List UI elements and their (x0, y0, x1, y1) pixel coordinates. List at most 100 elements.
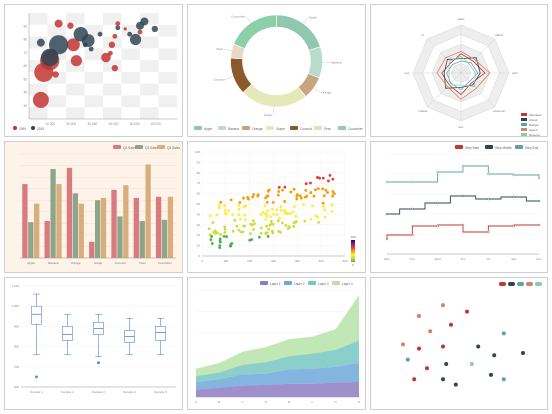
scatter-point[interactable] (225, 235, 229, 239)
bubble-point[interactable] (67, 22, 74, 29)
scatter-point[interactable] (276, 193, 280, 197)
graph-node[interactable] (425, 366, 429, 371)
scatter-point[interactable] (311, 204, 314, 208)
scatter-point[interactable] (300, 196, 303, 200)
radar-series-polygon[interactable] (446, 60, 479, 91)
scatter-point[interactable] (265, 195, 269, 198)
bar[interactable] (72, 193, 79, 258)
radar-series-polygon[interactable] (443, 57, 481, 89)
step-point[interactable] (512, 195, 515, 199)
scatter-point[interactable] (283, 185, 287, 189)
scatter-point[interactable] (207, 227, 211, 231)
graph-node[interactable] (492, 353, 497, 358)
graph-node[interactable] (489, 372, 493, 377)
scatter-point[interactable] (252, 228, 255, 231)
bar[interactable] (111, 189, 117, 258)
donut-slice[interactable] (276, 14, 321, 51)
area-layer[interactable] (196, 295, 359, 377)
scatter-point[interactable] (223, 204, 227, 207)
graph-node[interactable] (501, 377, 506, 382)
scatter-point[interactable] (279, 205, 283, 209)
scatter-point[interactable] (277, 185, 281, 189)
graph-node[interactable] (412, 377, 417, 382)
scatter-point[interactable] (277, 230, 281, 233)
scatter-point[interactable] (283, 208, 287, 212)
graph-node[interactable] (428, 329, 433, 334)
bubble-point[interactable] (32, 91, 49, 108)
scatter-point[interactable] (261, 210, 265, 214)
scatter-point[interactable] (281, 188, 284, 192)
scatter-point[interactable] (292, 187, 296, 191)
bar[interactable] (66, 167, 73, 258)
step-point[interactable] (411, 233, 414, 237)
bar[interactable] (161, 219, 168, 258)
scatter-point[interactable] (272, 212, 276, 216)
scatter-point[interactable] (269, 219, 273, 223)
step-point[interactable] (487, 172, 490, 176)
scatter-point[interactable] (286, 227, 290, 230)
scatter-point[interactable] (243, 224, 247, 228)
bar[interactable] (117, 216, 123, 258)
box[interactable] (31, 305, 42, 325)
donut-slice[interactable] (242, 83, 307, 108)
step-point[interactable] (461, 223, 465, 227)
scatter-point[interactable] (316, 176, 319, 179)
bubble-point[interactable] (108, 50, 113, 56)
legend-swatch[interactable] (521, 133, 527, 136)
bubble-point[interactable] (36, 38, 45, 47)
scatter-point[interactable] (237, 203, 241, 207)
scatter-point[interactable] (270, 207, 274, 211)
scatter-point[interactable] (214, 232, 218, 235)
scatter-point[interactable] (294, 215, 298, 218)
bar[interactable] (94, 200, 101, 258)
bubble-point[interactable] (151, 25, 158, 33)
scatter-point[interactable] (217, 206, 221, 210)
scatter-point[interactable] (264, 231, 268, 235)
bar[interactable] (89, 241, 95, 258)
legend-swatch[interactable] (13, 126, 17, 130)
legend-swatch[interactable] (290, 126, 298, 130)
scatter-point[interactable] (327, 179, 330, 183)
bubble-point[interactable] (129, 33, 142, 46)
bubble-point[interactable] (115, 21, 121, 26)
legend-swatch[interactable] (314, 126, 322, 130)
legend-swatch[interactable] (135, 145, 143, 149)
bar[interactable] (100, 197, 107, 258)
scatter-point[interactable] (229, 244, 233, 248)
bar[interactable] (34, 203, 40, 258)
scatter-point[interactable] (269, 215, 273, 218)
bar[interactable] (22, 184, 28, 258)
bubble-point[interactable] (97, 31, 103, 37)
scatter-point[interactable] (237, 213, 241, 217)
scatter-point[interactable] (266, 209, 270, 213)
legend-swatch[interactable] (284, 281, 292, 285)
scatter-point[interactable] (298, 194, 302, 198)
scatter-point[interactable] (294, 220, 298, 223)
scatter-point[interactable] (264, 218, 268, 221)
scatter-point[interactable] (321, 176, 325, 180)
scatter-point[interactable] (219, 233, 222, 236)
bar[interactable] (56, 184, 62, 258)
scatter-point[interactable] (275, 213, 279, 216)
graph-node[interactable] (465, 309, 469, 314)
scatter-point[interactable] (223, 225, 227, 229)
scatter-point[interactable] (318, 176, 322, 180)
bar[interactable] (139, 221, 145, 258)
bubble-point[interactable] (127, 31, 133, 37)
scatter-point[interactable] (249, 232, 252, 236)
legend-swatch[interactable] (218, 126, 226, 130)
legend-swatch[interactable] (455, 145, 463, 149)
graph-node[interactable] (417, 346, 421, 351)
scatter-point[interactable] (323, 215, 327, 219)
scatter-point[interactable] (324, 188, 328, 192)
step-point[interactable] (461, 164, 465, 168)
scatter-point[interactable] (265, 200, 269, 204)
bubble-point[interactable] (123, 27, 127, 31)
bubble-point[interactable] (54, 19, 63, 28)
radar-series-polygon[interactable] (441, 53, 486, 96)
scatter-point[interactable] (281, 221, 284, 225)
box[interactable] (62, 326, 73, 341)
bar[interactable] (133, 197, 139, 258)
scatter-point[interactable] (250, 238, 254, 241)
graph-node[interactable] (441, 377, 445, 382)
